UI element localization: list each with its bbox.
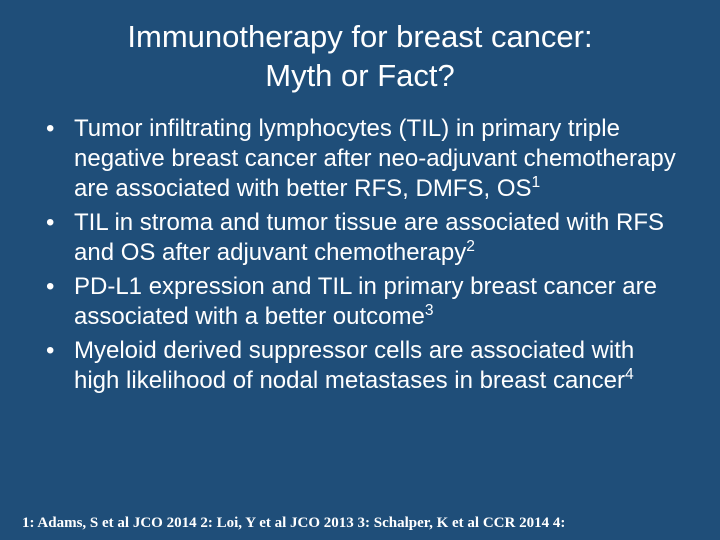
references-footer: 1: Adams, S et al JCO 2014 2: Loi, Y et …: [22, 515, 706, 532]
title-line-2: Myth or Fact?: [265, 58, 455, 93]
list-item: TIL in stroma and tumor tissue are assoc…: [70, 208, 680, 268]
bullet-list: Tumor infiltrating lymphocytes (TIL) in …: [30, 114, 690, 396]
slide-title: Immunotherapy for breast cancer: Myth or…: [30, 18, 690, 96]
list-item: PD-L1 expression and TIL in primary brea…: [70, 272, 680, 332]
title-line-1: Immunotherapy for breast cancer:: [127, 19, 592, 54]
list-item: Myeloid derived suppressor cells are ass…: [70, 336, 680, 396]
list-item: Tumor infiltrating lymphocytes (TIL) in …: [70, 114, 680, 204]
